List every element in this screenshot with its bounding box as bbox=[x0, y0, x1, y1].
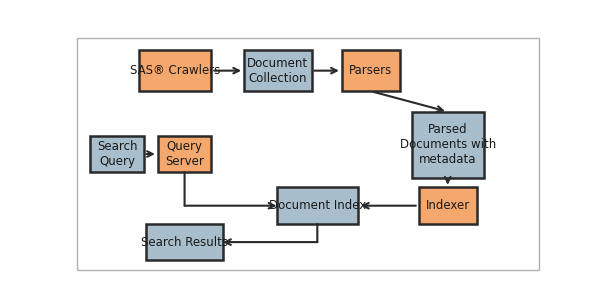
Text: Document
Collection: Document Collection bbox=[247, 57, 308, 85]
FancyBboxPatch shape bbox=[139, 50, 212, 91]
FancyBboxPatch shape bbox=[244, 50, 311, 91]
Text: Indexer: Indexer bbox=[426, 199, 470, 212]
FancyBboxPatch shape bbox=[342, 50, 400, 91]
FancyBboxPatch shape bbox=[146, 224, 223, 260]
Text: Document Index: Document Index bbox=[269, 199, 366, 212]
FancyBboxPatch shape bbox=[419, 188, 477, 224]
Text: Search Results: Search Results bbox=[141, 235, 228, 249]
FancyBboxPatch shape bbox=[276, 188, 358, 224]
Text: Parsers: Parsers bbox=[349, 64, 392, 77]
FancyBboxPatch shape bbox=[412, 112, 484, 178]
Text: Search
Query: Search Query bbox=[97, 140, 137, 168]
Text: SAS® Crawlers: SAS® Crawlers bbox=[130, 64, 221, 77]
Text: Parsed
Documents with
metadata: Parsed Documents with metadata bbox=[400, 123, 496, 166]
Text: Query
Server: Query Server bbox=[165, 140, 204, 168]
FancyBboxPatch shape bbox=[90, 136, 144, 172]
FancyBboxPatch shape bbox=[158, 136, 212, 172]
